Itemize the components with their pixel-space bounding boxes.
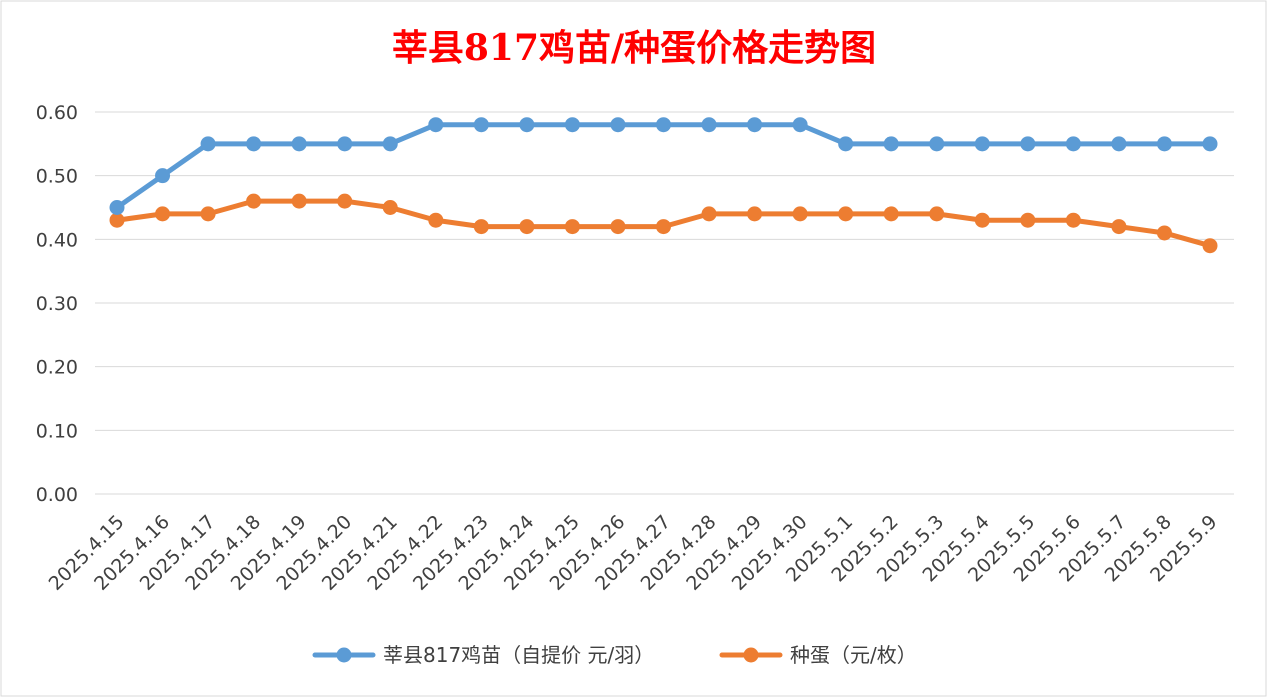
y-tick-label: 0.50: [36, 166, 78, 188]
data-point: [428, 117, 444, 133]
series-lines: [109, 117, 1218, 254]
y-axis-ticks: 0.00 0.10 0.20 0.30 0.40 0.50 0.60: [36, 102, 78, 506]
data-point: [246, 136, 262, 152]
data-point: [838, 206, 854, 222]
data-point: [337, 136, 353, 152]
data-point: [747, 117, 763, 133]
data-point: [291, 136, 307, 152]
y-tick-label: 0.60: [36, 102, 78, 124]
data-point: [1020, 136, 1036, 152]
data-point: [792, 117, 808, 133]
y-tick-label: 0.40: [36, 229, 78, 251]
legend-label: 种蛋（元/枚）: [790, 643, 917, 667]
data-point: [883, 206, 899, 222]
series-0: [109, 117, 1218, 215]
legend-item: 种蛋（元/枚）: [719, 643, 917, 667]
y-tick-label: 0.30: [36, 293, 78, 315]
legend-swatch-marker: [743, 647, 759, 663]
data-point: [1111, 136, 1127, 152]
data-point: [519, 219, 535, 235]
data-point: [564, 117, 580, 133]
data-point: [155, 168, 171, 184]
legend-label: 莘县817鸡苗（自提价 元/羽）: [383, 643, 654, 667]
data-point: [1156, 225, 1172, 241]
data-point: [610, 219, 626, 235]
data-point: [109, 212, 125, 228]
data-point: [656, 219, 671, 235]
legend-swatch-marker: [336, 647, 352, 663]
data-point: [929, 136, 945, 152]
data-point: [792, 206, 808, 222]
data-point: [701, 206, 717, 222]
data-point: [200, 206, 216, 222]
data-point: [519, 117, 535, 133]
data-point: [610, 117, 626, 133]
data-point: [929, 206, 945, 222]
data-point: [1065, 136, 1081, 152]
data-point: [382, 200, 398, 215]
data-point: [337, 193, 353, 209]
data-point: [1202, 136, 1218, 152]
data-point: [428, 212, 444, 228]
data-point: [838, 136, 854, 152]
data-point: [883, 136, 899, 152]
data-point: [701, 117, 717, 133]
data-point: [564, 219, 580, 235]
data-point: [155, 206, 171, 222]
data-point: [473, 219, 489, 235]
chart-title: 莘县817鸡苗/种蛋价格走势图: [392, 27, 876, 69]
data-point: [291, 193, 307, 209]
data-point: [747, 206, 763, 222]
legend-item: 莘县817鸡苗（自提价 元/羽）: [312, 643, 654, 667]
y-tick-label: 0.10: [36, 420, 78, 442]
data-point: [1111, 219, 1127, 235]
y-tick-label: 0.20: [36, 357, 78, 379]
legend: 莘县817鸡苗（自提价 元/羽） 种蛋（元/枚）: [312, 643, 917, 667]
data-point: [1156, 136, 1172, 152]
y-tick-label: 0.00: [36, 484, 78, 506]
series-1: [109, 193, 1218, 254]
data-point: [382, 136, 398, 152]
data-point: [1020, 212, 1036, 228]
data-point: [109, 200, 125, 215]
data-point: [656, 117, 671, 133]
data-point: [200, 136, 216, 152]
data-point: [1065, 212, 1081, 228]
data-point: [246, 193, 262, 209]
data-point: [473, 117, 489, 133]
data-point: [974, 136, 990, 152]
data-point: [974, 212, 990, 228]
data-point: [1202, 238, 1218, 254]
gridlines: [95, 111, 1234, 495]
